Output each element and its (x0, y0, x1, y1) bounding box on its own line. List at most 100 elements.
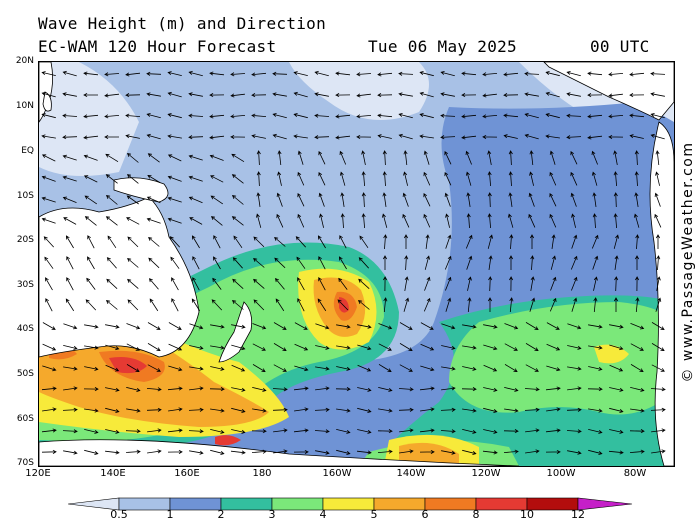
wave-direction-arrow (62, 407, 78, 412)
wave-direction-arrow (210, 449, 225, 455)
south-america-landmass (649, 121, 674, 466)
wave-direction-arrow (545, 113, 560, 119)
wave-direction-arrow (567, 386, 582, 391)
wave-direction-arrow (635, 234, 640, 250)
wave-direction-arrow (382, 150, 387, 166)
wave-direction-arrow (423, 297, 431, 312)
wave-direction-arrow (232, 257, 243, 269)
wave-direction-arrow (83, 114, 99, 119)
wave-direction-arrow (462, 366, 477, 371)
wave-direction-arrow (231, 387, 246, 392)
wave-direction-arrow (524, 133, 539, 140)
wave-direction-arrow (107, 235, 117, 249)
wave-direction-arrow (191, 298, 201, 312)
wave-direction-arrow (634, 192, 639, 207)
wave-direction-arrow (335, 71, 351, 76)
lat-label: 20S (16, 235, 34, 245)
wave-direction-arrow (566, 429, 582, 434)
wave-direction-arrow (105, 344, 120, 351)
wave-direction-arrow (83, 387, 99, 392)
wave-direction-arrow (253, 257, 265, 268)
wave-direction-arrow (609, 429, 624, 434)
wave-direction-arrow (545, 134, 560, 139)
wave-direction-arrow (211, 299, 223, 311)
wave-direction-arrow (188, 196, 203, 204)
wave-direction-arrow (651, 428, 666, 433)
wave-direction-arrow (105, 216, 118, 226)
wave-direction-arrow (41, 134, 56, 139)
wave-direction-arrow (294, 322, 308, 330)
wave-direction-arrow (529, 150, 534, 166)
lat-label: 60S (16, 414, 34, 424)
legend-label: 12 (571, 508, 585, 521)
wave-direction-arrow (297, 192, 305, 207)
wave-direction-arrow (404, 255, 409, 271)
wave-direction-arrow (613, 150, 618, 165)
wave-direction-arrow (105, 429, 120, 434)
legend-label: 8 (472, 508, 480, 521)
wave-direction-arrow (62, 135, 78, 140)
wave-direction-arrow (339, 171, 346, 186)
wave-direction-arrow (41, 449, 57, 454)
wave-direction-arrow (465, 234, 473, 249)
wave-direction-arrow (419, 449, 435, 454)
wave-direction-arrow (339, 235, 347, 249)
wave-direction-arrow (66, 256, 74, 270)
wave-direction-arrow (546, 365, 561, 372)
wave-direction-arrow (630, 343, 644, 351)
wave-direction-arrow (509, 297, 514, 313)
wave-direction-arrow (231, 153, 245, 163)
wave-direction-arrow (213, 256, 221, 270)
wave-direction-arrow (444, 150, 452, 165)
wave-direction-arrow (483, 344, 498, 351)
wave-direction-arrow (525, 428, 540, 433)
wave-direction-arrow (167, 386, 183, 391)
wave-direction-arrow (192, 256, 200, 270)
wave-direction-arrow (608, 93, 623, 98)
wave-direction-arrow (317, 235, 326, 249)
lat-label: 10N (15, 101, 34, 111)
legend-label: 10 (520, 508, 534, 521)
wave-direction-arrow (440, 135, 456, 140)
wave-direction-arrow (629, 429, 645, 434)
wave-direction-arrow (423, 192, 431, 207)
wave-direction-arrow (272, 387, 288, 392)
wave-direction-arrow (467, 276, 472, 291)
wave-direction-arrow (419, 91, 434, 98)
wave-direction-arrow (593, 276, 598, 291)
wave-direction-arrow (656, 255, 661, 271)
wave-direction-arrow (528, 192, 535, 207)
wave-direction-arrow (295, 236, 306, 248)
wave-direction-arrow (630, 387, 645, 392)
wave-direction-arrow (253, 278, 265, 289)
wave-direction-arrow (293, 134, 308, 139)
wave-direction-arrow (293, 71, 308, 76)
wave-direction-arrow (340, 213, 345, 229)
wave-direction-arrow (127, 299, 139, 311)
wave-direction-arrow (525, 364, 539, 372)
wave-direction-arrow (87, 235, 95, 249)
wave-direction-arrow (357, 429, 372, 434)
wave-direction-arrow (188, 429, 204, 434)
wave-direction-arrow (256, 192, 261, 207)
wave-direction-arrow (336, 408, 351, 413)
wave-direction-arrow (651, 449, 666, 454)
wave-direction-arrow (441, 450, 456, 455)
wave-direction-arrow (419, 428, 435, 433)
lat-label: 20N (15, 56, 34, 66)
wave-direction-arrow (487, 213, 492, 229)
wave-direction-arrow (189, 345, 204, 350)
wave-direction-arrow (125, 113, 141, 118)
wave-direction-arrow (167, 71, 182, 76)
lon-label: 120W (471, 468, 501, 479)
wave-direction-arrow (210, 175, 224, 183)
wave-direction-arrow (613, 234, 619, 249)
wave-direction-arrow (588, 345, 603, 350)
wave-direction-arrow (482, 134, 498, 139)
wave-direction-arrow (440, 407, 456, 412)
wave-direction-arrow (588, 408, 603, 413)
wave-direction-arrow (609, 324, 624, 329)
wave-direction-arrow (126, 195, 139, 205)
wave-direction-arrow (483, 407, 498, 413)
wave-direction-arrow (318, 171, 326, 186)
